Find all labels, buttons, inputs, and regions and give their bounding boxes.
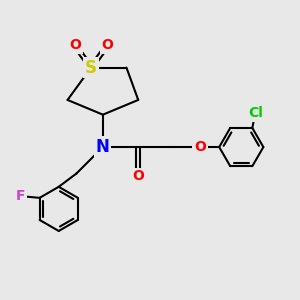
Text: S: S — [85, 58, 97, 76]
Text: N: N — [96, 138, 110, 156]
Text: F: F — [16, 189, 25, 203]
Text: O: O — [69, 38, 81, 52]
Text: Cl: Cl — [248, 106, 263, 120]
Text: O: O — [132, 169, 144, 184]
Text: O: O — [101, 38, 113, 52]
Text: O: O — [194, 140, 206, 154]
